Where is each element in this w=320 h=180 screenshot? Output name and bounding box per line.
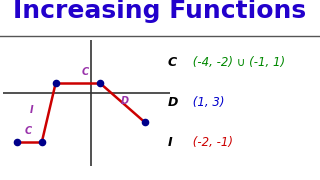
Point	[15, 141, 20, 144]
Text: (1, 3): (1, 3)	[189, 96, 224, 109]
Text: I: I	[30, 105, 34, 114]
Point	[53, 81, 58, 84]
Text: Increasing Functions: Increasing Functions	[13, 0, 307, 23]
Text: I: I	[168, 136, 172, 149]
Text: C: C	[82, 68, 89, 77]
Point	[97, 81, 102, 84]
Text: C: C	[168, 56, 177, 69]
Text: (-4, -2) ∪ (-1, 1): (-4, -2) ∪ (-1, 1)	[189, 56, 285, 69]
Text: D: D	[121, 96, 129, 106]
Point	[39, 141, 44, 144]
Text: (-2, -1): (-2, -1)	[189, 136, 233, 149]
Point	[142, 121, 148, 124]
Text: D: D	[168, 96, 178, 109]
Text: C: C	[24, 126, 31, 136]
